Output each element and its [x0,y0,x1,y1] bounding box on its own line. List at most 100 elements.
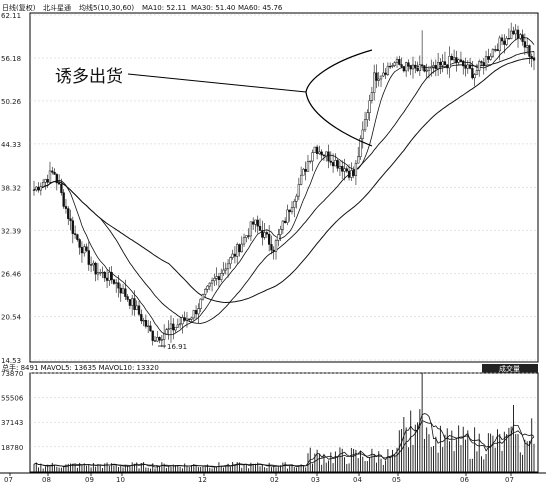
candle-body [108,272,111,281]
candle-body [178,323,182,326]
candle-body [295,195,298,202]
indicator-button[interactable] [482,364,538,373]
candle-body [224,268,227,271]
candle-body [464,65,467,69]
ma-setting-label: 均线5(10,30,60) [79,3,134,12]
candle-body [94,262,97,275]
price-tick-label: 14.53 [1,357,21,365]
candle-body [452,57,456,61]
candle-body [523,41,527,48]
candle-body [441,61,444,66]
indicator-button-label: 成交量 [499,364,520,373]
candle-body [60,183,63,193]
candle-body [327,151,330,162]
candle-body [57,182,61,185]
candle-body [496,49,499,52]
candle-body [176,324,179,328]
candlesticks [32,22,536,349]
candle-body [304,168,307,172]
candle-body [478,61,481,71]
x-tick-label: 07 [4,476,13,483]
candle-body [386,65,390,75]
candle-body [505,38,508,45]
candle-body [215,276,218,279]
candle-body [281,220,285,230]
candle-body [345,168,348,172]
x-tick-label: 03 [311,476,320,483]
candle-body [510,30,513,39]
candle-body [240,243,243,253]
candle-body [87,250,90,265]
candle-body [103,271,106,279]
candle-body [48,170,52,183]
ma-line-ma60 [33,57,535,304]
price-tick-label: 26.46 [1,270,22,278]
x-tick-label: 05 [392,476,401,483]
candle-body [53,171,56,175]
candle-body [361,129,364,139]
candle-body [133,298,136,310]
candle-body [46,179,49,183]
candle-body [473,74,476,79]
candle-body [494,49,497,51]
candle-body [128,299,132,306]
candle-body [121,288,125,294]
candle-body [293,200,296,208]
candle-body [115,282,118,284]
candle-body [236,244,239,257]
ma60-value: MA60: 45.76 [238,4,283,12]
candle-body [245,235,248,238]
candle-body [217,276,221,280]
candle-body [199,298,202,309]
candle-body [491,49,495,57]
x-tick-label: 08 [42,476,51,483]
price-tick-label: 56.18 [1,55,21,63]
candle-body [439,62,442,66]
candle-body [457,59,460,63]
annotation-pointer-line [127,73,307,93]
price-grid [30,14,538,361]
candle-body [151,330,154,341]
x-tick-label: 12 [198,476,207,483]
candle-body [247,235,250,237]
candle-body [398,59,401,65]
candle-body [519,34,522,39]
candle-body [41,181,45,187]
candle-body [377,78,380,81]
candle-body [343,168,346,172]
candle-body [242,237,246,245]
candle-body [256,219,259,227]
candle-body [528,45,531,57]
candle-body [62,192,65,207]
candle-body [409,66,412,70]
candle-body [434,65,437,69]
low-price-label: 16.91 [167,343,187,351]
candle-body [468,64,472,69]
candle-body [526,45,529,48]
candle-body [229,257,232,265]
candle-body [119,287,122,294]
candle-body [290,207,294,213]
candle-body [105,277,109,281]
price-tick-label: 32.39 [1,227,21,235]
volume-average-lines [33,413,535,468]
candle-body [183,317,186,321]
candle-body [272,249,275,252]
candle-body [277,234,280,241]
candle-body [55,174,58,184]
candle-body [78,239,81,248]
candle-body [359,138,362,157]
candle-body [352,170,355,176]
candle-body [197,308,200,315]
candle-body [512,30,515,35]
candle-body [220,273,223,280]
candle-body [338,165,342,169]
candle-body [99,272,102,274]
candle-body [73,233,77,235]
candle-body [302,168,305,176]
candle-body [487,56,490,60]
candle-body [432,65,435,68]
candle-body [354,162,358,176]
candle-body [131,298,134,306]
